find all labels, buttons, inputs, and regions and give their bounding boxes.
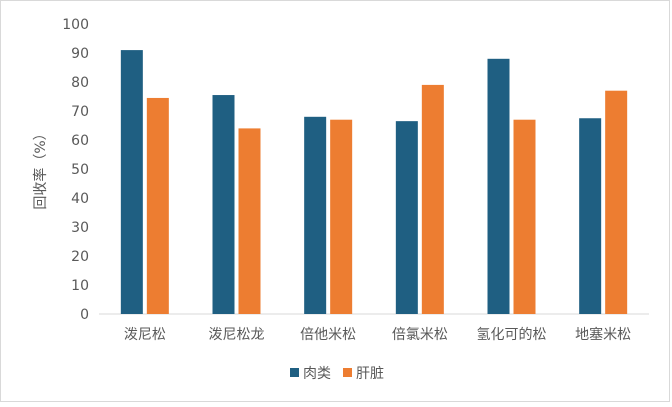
- y-tick-label: 20: [71, 249, 89, 265]
- bar-meat: [487, 58, 510, 314]
- y-tick-label: 70: [71, 104, 89, 120]
- bar-liver: [238, 128, 261, 314]
- bar-meat: [212, 95, 235, 314]
- y-tick-label: 10: [71, 278, 89, 294]
- x-tick-label: 泼尼松: [124, 327, 166, 343]
- y-axis-ticks: 0 10 20 30 40 50 60 70 80 90 100: [62, 17, 89, 323]
- x-axis-labels: 泼尼松 泼尼松龙 倍他米松 倍氯米松 氢化可的松 地塞米松: [124, 326, 631, 343]
- bar-liver: [146, 97, 169, 314]
- y-tick-label: 60: [71, 133, 89, 149]
- bar-liver: [605, 90, 628, 314]
- bar-meat: [579, 118, 602, 314]
- bar-meat: [120, 50, 143, 314]
- legend-label-liver: 肝脏: [356, 366, 384, 382]
- y-axis-title: 回收率（%）: [32, 126, 49, 209]
- bar-meat: [395, 121, 418, 315]
- bar-meat: [304, 116, 327, 314]
- y-tick-label: 30: [71, 220, 89, 236]
- bar-liver: [421, 84, 444, 315]
- legend-swatch-liver: [343, 368, 352, 377]
- bars-group: [120, 50, 628, 315]
- y-tick-label: 80: [71, 75, 89, 91]
- y-tick-label: 40: [71, 191, 89, 207]
- y-tick-label: 0: [80, 307, 89, 323]
- legend: 肉类 肝脏: [290, 366, 384, 382]
- y-tick-label: 100: [62, 17, 89, 33]
- bar-liver: [513, 119, 536, 314]
- legend-swatch-meat: [290, 368, 299, 377]
- y-tick-label: 50: [71, 162, 89, 178]
- x-tick-label: 倍他米松: [300, 327, 356, 343]
- x-tick-label: 氢化可的松: [477, 327, 547, 343]
- bar-liver: [330, 119, 353, 314]
- x-tick-label: 泼尼松龙: [209, 327, 265, 343]
- x-tick-label: 地塞米松: [575, 326, 631, 343]
- x-tick-label: 倍氯米松: [392, 327, 448, 343]
- legend-label-meat: 肉类: [303, 366, 331, 382]
- y-tick-label: 90: [71, 46, 89, 62]
